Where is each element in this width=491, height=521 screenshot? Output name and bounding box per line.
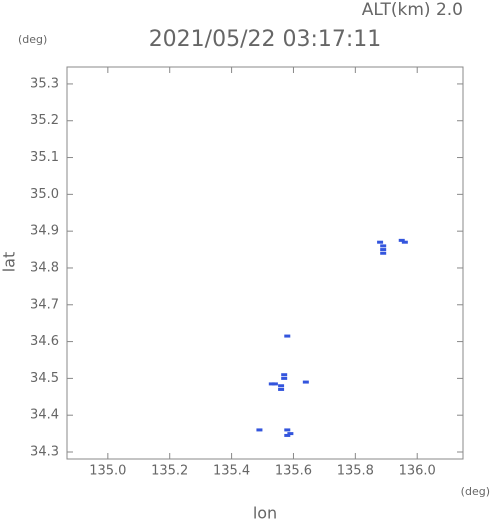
y-unit: (deg)	[18, 33, 47, 46]
echo-point	[302, 380, 309, 384]
y-tick-label: 34.4	[30, 408, 59, 423]
y-tick-label: 35.1	[30, 150, 59, 165]
y-tick-label: 34.7	[30, 297, 59, 312]
y-axis-label: lat	[0, 252, 19, 273]
echo-point	[278, 387, 285, 391]
echo-point	[278, 384, 285, 388]
echo-point	[401, 240, 408, 244]
chart-subtitle: ALT(km) 2.0	[362, 0, 463, 20]
y-tick-label: 34.3	[30, 445, 59, 460]
x-tick-label: 136.0	[399, 464, 436, 479]
y-tick-label: 35.3	[30, 76, 59, 91]
echo-point	[380, 248, 387, 252]
echo-point	[281, 373, 288, 377]
y-tick-label: 34.8	[30, 260, 59, 275]
x-unit: (deg)	[461, 485, 490, 498]
x-tick-label: 135.2	[151, 464, 188, 479]
x-axis-label: lon	[253, 504, 277, 521]
echo-point	[380, 244, 387, 248]
echo-point	[398, 238, 405, 242]
y-tick-label: 34.9	[30, 224, 59, 239]
plot-frame	[66, 66, 464, 460]
echo-point	[284, 428, 291, 432]
x-tick-label: 135.0	[89, 464, 126, 479]
y-tick-label: 35.0	[30, 187, 59, 202]
chart-title: 2021/05/22 03:17:11	[149, 27, 382, 52]
y-tick-label: 35.2	[30, 113, 59, 128]
echo-point	[377, 240, 384, 244]
echo-point	[287, 432, 294, 436]
echo-point	[284, 433, 291, 437]
x-tick-label: 135.6	[275, 464, 312, 479]
echo-point	[380, 251, 387, 255]
y-tick-label: 34.6	[30, 334, 59, 349]
echo-point	[271, 382, 278, 386]
echo-point	[281, 376, 288, 380]
y-tick-label: 34.5	[30, 371, 59, 386]
echo-point	[284, 334, 291, 338]
echo-point	[268, 382, 275, 386]
x-tick-label: 135.8	[337, 464, 374, 479]
x-tick-label: 135.4	[213, 464, 250, 479]
echo-point	[256, 428, 263, 432]
